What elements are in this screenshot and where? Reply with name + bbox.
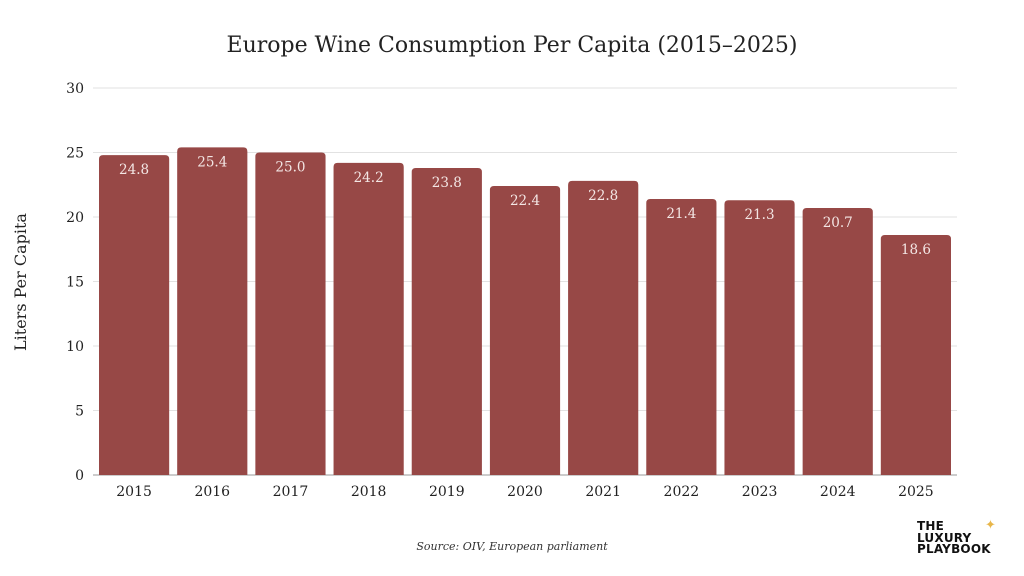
y-tick-label: 0: [75, 468, 84, 484]
bar-2025: [880, 235, 951, 475]
chart-title: Europe Wine Consumption Per Capita (2015…: [227, 33, 798, 58]
bar-2021: [568, 180, 639, 475]
bar-2024: [802, 207, 873, 475]
y-tick-label: 20: [66, 210, 84, 226]
data-label: 18.6: [901, 242, 931, 258]
y-tick-label: 10: [66, 339, 84, 355]
x-tick-label: 2024: [820, 484, 856, 500]
data-label: 24.8: [119, 162, 149, 178]
data-label: 23.8: [432, 175, 462, 191]
x-tick-label: 2022: [664, 484, 700, 500]
x-tick-label: 2021: [585, 484, 621, 500]
x-tick-label: 2025: [898, 484, 934, 500]
data-label: 21.3: [745, 207, 775, 223]
data-label: 22.4: [510, 193, 540, 209]
brand-logo: THE LUXURY PLAYBOOK: [917, 519, 991, 556]
bar-2019: [411, 167, 482, 476]
data-label: 21.4: [666, 206, 696, 222]
sparkle-icon: ✦: [985, 518, 996, 533]
logo-line: LUXURY: [917, 530, 972, 545]
logo-line: THE: [917, 519, 945, 533]
x-tick-label: 2018: [351, 484, 387, 500]
y-tick-label: 5: [75, 404, 84, 420]
y-tick-label: 30: [66, 81, 84, 97]
bar-2020: [489, 186, 561, 476]
bar-2017: [255, 152, 326, 475]
data-label: 25.0: [275, 160, 305, 176]
x-tick-label: 2016: [194, 484, 230, 500]
x-tick-label: 2019: [429, 484, 465, 500]
bar-2022: [646, 198, 717, 475]
x-tick-label: 2020: [507, 484, 543, 500]
logo-line: PLAYBOOK: [917, 542, 991, 556]
source-note: Source: OIV, European parliament: [416, 540, 608, 553]
data-label: 25.4: [197, 154, 227, 170]
y-axis-label: Liters Per Capita: [11, 213, 30, 351]
x-tick-label: 2015: [116, 484, 152, 500]
data-label: 22.8: [588, 188, 618, 204]
x-tick-label: 2017: [273, 484, 309, 500]
x-tick-label: 2023: [742, 484, 778, 500]
y-tick-label: 15: [66, 275, 84, 291]
bar-2018: [333, 162, 404, 475]
bar-2015: [99, 155, 170, 475]
data-label: 20.7: [823, 215, 853, 231]
data-label: 24.2: [354, 170, 384, 186]
y-tick-label: 25: [66, 146, 84, 162]
bar-2016: [177, 147, 248, 475]
bar-2023: [724, 200, 795, 476]
